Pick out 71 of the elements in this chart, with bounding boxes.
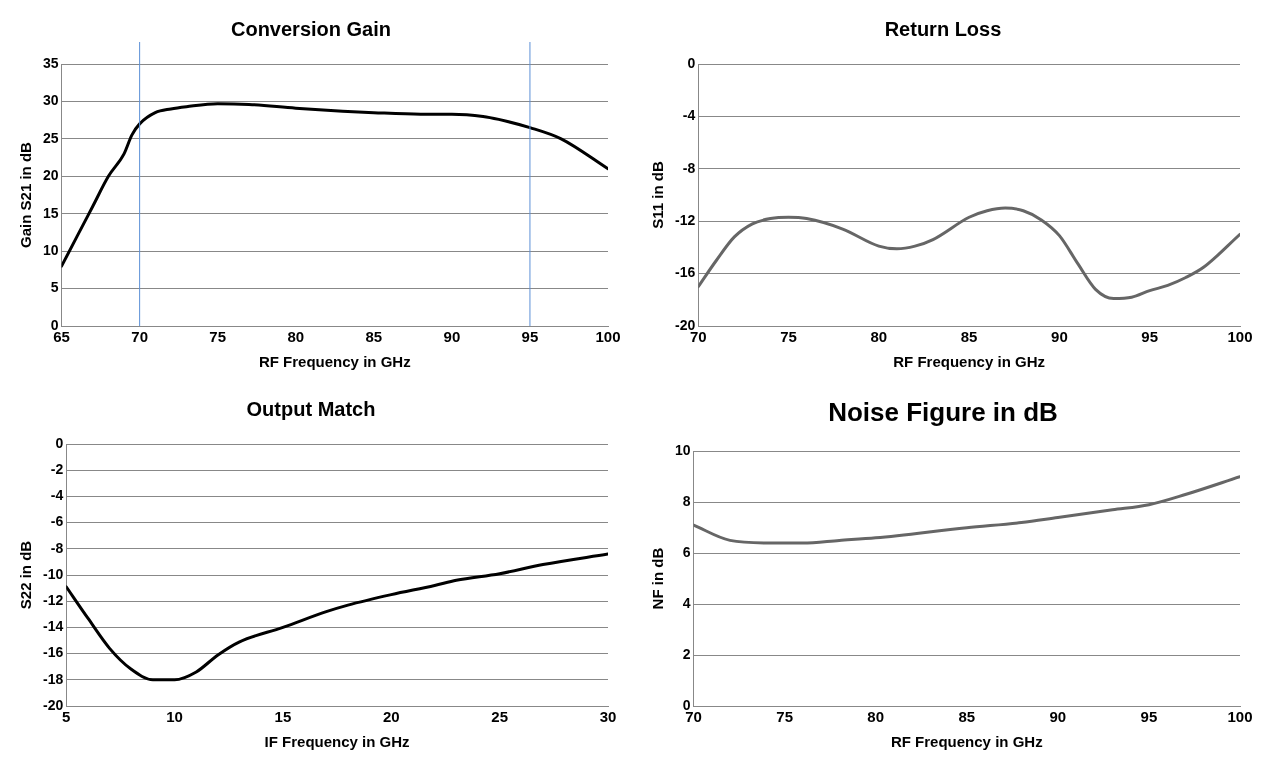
y-tick-label: -2 [50,461,64,478]
y-tick-label: -8 [682,159,696,176]
y-tick-label: 15 [42,204,59,221]
x-tick-label: 10 [166,708,183,726]
x-tick-label: 95 [1141,328,1159,346]
x-tick-label: 25 [491,708,508,726]
y-tick-label: -4 [50,487,64,504]
x-tick-label: 85 [960,328,978,346]
x-tick-label: 20 [382,708,400,726]
y-tick-label: 0 [50,316,59,333]
y-tick-label: 10 [674,442,691,459]
y-tick-label: 0 [682,696,691,713]
x-tick-label: 80 [870,328,888,346]
y-tick-label: 2 [682,645,691,662]
line-series [693,475,1240,545]
x-tick-label: 95 [1140,708,1158,726]
y-axis-title: NF in dB [649,547,667,610]
x-axis-title: RF Frequency in GHz [893,353,1045,371]
y-tick-label: 30 [42,92,59,109]
y-tick-label: -20 [43,696,64,713]
line-series [61,102,608,268]
y-axis-title: S11 in dB [649,161,667,229]
x-tick-label: 75 [209,328,227,346]
x-tick-label: 80 [287,328,305,346]
x-tick-label: 70 [131,328,148,346]
y-tick-label: 8 [682,493,691,510]
y-tick-label: -6 [50,513,64,530]
y-tick-label: 20 [42,167,59,184]
y-tick-label: -10 [43,565,64,582]
y-tick-label: 0 [687,54,696,71]
y-tick-label: -8 [50,539,64,556]
y-tick-label: 10 [42,242,59,258]
y-tick-label: 0 [55,434,64,451]
y-tick-label: -16 [43,644,64,661]
x-axis-title: RF Frequency in GHz [890,733,1043,751]
y-axis-title: Gain S21 in dB [17,141,35,248]
line-series [698,206,1240,300]
x-tick-label: 90 [1049,708,1067,726]
line-series [66,552,608,682]
chart-title: Noise Figure in dB [828,396,1058,427]
y-tick-label: 5 [50,279,59,296]
chart-title: Return Loss [884,17,1002,40]
y-tick-label: -4 [682,107,696,124]
x-tick-label: 75 [780,328,797,346]
y-tick-label: 25 [42,129,59,146]
x-tick-label: 95 [521,328,539,346]
y-tick-label: 6 [682,543,691,560]
x-tick-label: 85 [958,708,976,726]
x-tick-label: 90 [443,328,461,346]
x-axis-title: RF Frequency in GHz [258,353,411,371]
x-axis-title: IF Frequency in GHz [264,733,410,751]
x-tick-label: 100 [1227,708,1253,726]
x-tick-label: 15 [274,708,292,726]
x-tick-label: 75 [776,708,793,726]
chart-title: Output Match [246,397,376,420]
y-tick-label: -12 [675,212,696,229]
y-tick-label: -16 [675,264,696,281]
y-tick-label: 35 [42,54,59,71]
y-tick-label: -12 [43,592,64,609]
y-tick-label: -18 [43,670,64,687]
y-tick-label: -14 [43,618,64,635]
x-tick-label: 100 [1227,328,1253,346]
x-tick-label: 90 [1051,328,1068,346]
x-tick-label: 100 [595,328,621,346]
chart-title: Conversion Gain [230,17,392,40]
x-tick-label: 80 [867,708,885,726]
y-tick-label: -20 [675,316,696,333]
x-tick-label: 30 [599,708,617,726]
y-axis-title: S22 in dB [17,540,35,610]
x-tick-label: 85 [365,328,383,346]
y-tick-label: 4 [682,594,691,611]
